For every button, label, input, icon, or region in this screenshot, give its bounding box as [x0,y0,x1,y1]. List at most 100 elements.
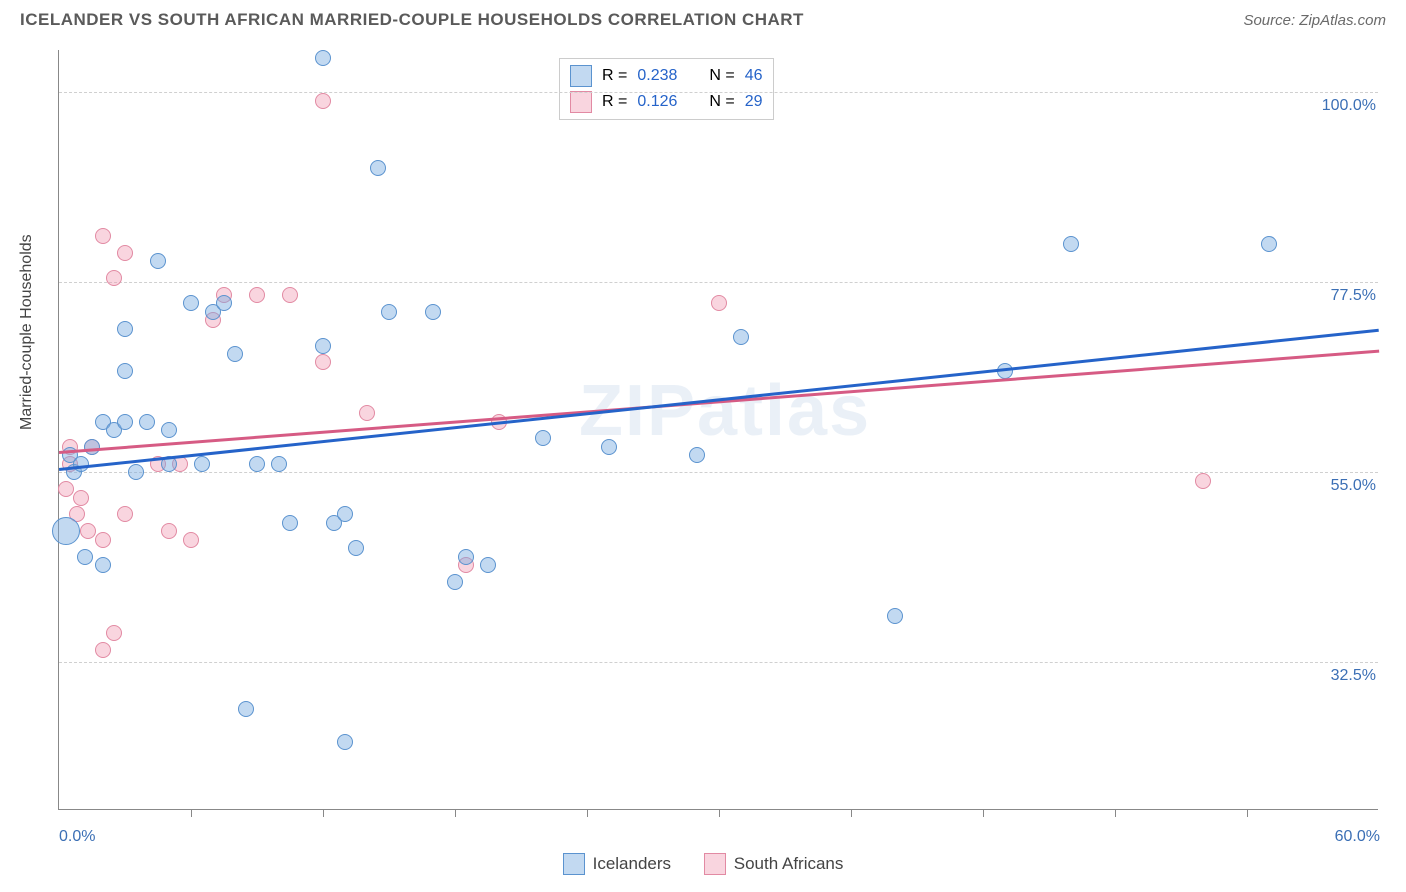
series-b-point [359,405,375,421]
series-b-point [1195,473,1211,489]
x-tick [191,809,192,817]
series-a-point [95,557,111,573]
series-a-point [52,517,80,545]
series-b-point [282,287,298,303]
series-a-point [183,295,199,311]
series-a-point [1063,236,1079,252]
series-b-point [315,354,331,370]
x-tick [719,809,720,817]
correlation-legend: R = 0.238 N = 46 R = 0.126 N = 29 [559,58,774,120]
x-tick [851,809,852,817]
series-b-point [161,523,177,539]
x-tick [323,809,324,817]
y-tick-label: 32.5% [1327,667,1380,685]
legend-item-b: South Africans [704,853,844,875]
r-label: R = [602,67,627,85]
swatch-b-icon [704,853,726,875]
series-a-point [337,734,353,750]
n-label: N = [709,93,734,111]
y-tick-label: 100.0% [1318,97,1380,115]
y-tick-label: 55.0% [1327,477,1380,495]
series-b-point [249,287,265,303]
series-b-point [80,523,96,539]
gridline [59,282,1378,283]
series-a-point [535,430,551,446]
series-a-point [480,557,496,573]
series-a-point [73,456,89,472]
series-b-point [58,481,74,497]
series-b-point [117,245,133,261]
n-label: N = [709,67,734,85]
series-a-point [601,439,617,455]
swatch-b [570,91,592,113]
series-a-point [887,608,903,624]
series-a-point [84,439,100,455]
n-value-a: 46 [745,67,763,85]
series-b-point [106,625,122,641]
series-b-point [73,490,89,506]
series-a-point [315,338,331,354]
r-value-b: 0.126 [637,93,677,111]
trendline-a [59,329,1379,471]
trendline-b [59,350,1379,454]
series-b-point [315,93,331,109]
source-label: Source: ZipAtlas.com [1243,12,1386,29]
y-tick-label: 77.5% [1327,287,1380,305]
series-a-point [117,363,133,379]
x-tick [983,809,984,817]
chart-title: ICELANDER VS SOUTH AFRICAN MARRIED-COUPL… [20,10,804,30]
series-b-point [95,642,111,658]
series-a-point [238,701,254,717]
x-tick [455,809,456,817]
series-a-point [447,574,463,590]
series-a-point [271,456,287,472]
r-label: R = [602,93,627,111]
y-axis-label: Married-couple Households [18,234,36,430]
series-b-point [711,295,727,311]
series-a-point [117,414,133,430]
series-a-point [249,456,265,472]
series-a-point [348,540,364,556]
x-right-label: 60.0% [1335,828,1380,846]
series-a-point [370,160,386,176]
x-tick [1247,809,1248,817]
series-a-point [282,515,298,531]
series-a-point [425,304,441,320]
series-a-point [227,346,243,362]
legend-item-a: Icelanders [563,853,671,875]
series-a-point [733,329,749,345]
watermark: ZIPatlas [579,370,871,452]
swatch-a-icon [563,853,585,875]
series-a-point [458,549,474,565]
gridline [59,472,1378,473]
series-b-point [117,506,133,522]
series-a-point [194,456,210,472]
series-a-point [117,321,133,337]
n-value-b: 29 [745,93,763,111]
r-value-a: 0.238 [637,67,677,85]
series-a-point [381,304,397,320]
series-a-point [139,414,155,430]
series-a-point [689,447,705,463]
swatch-a [570,65,592,87]
series-a-point [337,506,353,522]
x-left-label: 0.0% [59,828,95,846]
gridline [59,662,1378,663]
chart-plot-area: ZIPatlas R = 0.238 N = 46 R = 0.126 N = … [58,50,1378,810]
legend-label-b: South Africans [734,854,844,874]
series-a-point [128,464,144,480]
series-a-point [315,50,331,66]
x-tick [587,809,588,817]
series-a-point [216,295,232,311]
gridline [59,92,1378,93]
series-b-point [106,270,122,286]
series-a-point [77,549,93,565]
series-a-point [161,422,177,438]
series-a-point [1261,236,1277,252]
legend-row-a: R = 0.238 N = 46 [570,63,763,89]
x-tick [1115,809,1116,817]
series-b-point [95,532,111,548]
series-b-point [95,228,111,244]
series-b-point [183,532,199,548]
series-a-point [150,253,166,269]
